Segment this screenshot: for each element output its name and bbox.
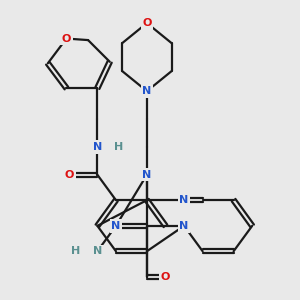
- Text: O: O: [161, 272, 170, 282]
- Text: N: N: [93, 142, 102, 152]
- Text: O: O: [65, 170, 74, 180]
- Text: N: N: [179, 221, 189, 231]
- Text: N: N: [93, 246, 102, 256]
- Text: N: N: [179, 195, 189, 205]
- Text: H: H: [114, 142, 124, 152]
- Text: N: N: [142, 86, 152, 96]
- Text: H: H: [71, 246, 80, 256]
- Text: O: O: [142, 18, 152, 28]
- Text: N: N: [111, 221, 121, 231]
- Text: O: O: [62, 34, 71, 44]
- Text: N: N: [142, 170, 152, 180]
